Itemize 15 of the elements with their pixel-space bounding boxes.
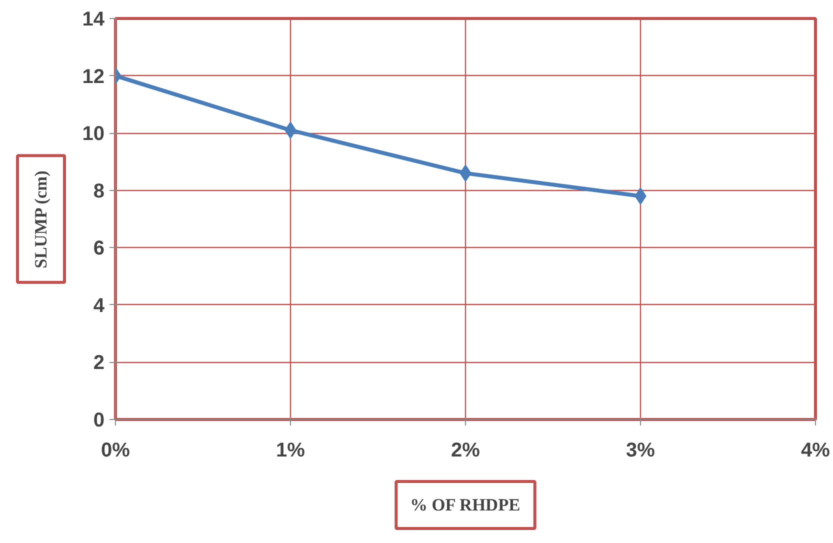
y-tick-label: 2	[93, 352, 104, 374]
y-tick-label: 12	[82, 66, 105, 88]
x-tick-label: 1%	[276, 440, 306, 462]
y-tick-label: 10	[82, 123, 105, 146]
y-axis-title: SLUMP (cm)	[32, 170, 50, 268]
x-tick-label: 3%	[626, 440, 656, 462]
x-axis-title: % OF RHDPE	[410, 496, 520, 514]
y-tick-label: 8	[93, 180, 104, 202]
x-tick-label: 0%	[101, 440, 130, 462]
y-tick-label: 6	[93, 238, 104, 260]
y-tick-label: 0	[93, 410, 104, 432]
x-tick-label: 2%	[451, 440, 480, 462]
y-tick-label: 4	[93, 294, 106, 317]
x-tick-label: 4%	[801, 440, 830, 462]
y-tick-label: 14	[82, 8, 106, 30]
